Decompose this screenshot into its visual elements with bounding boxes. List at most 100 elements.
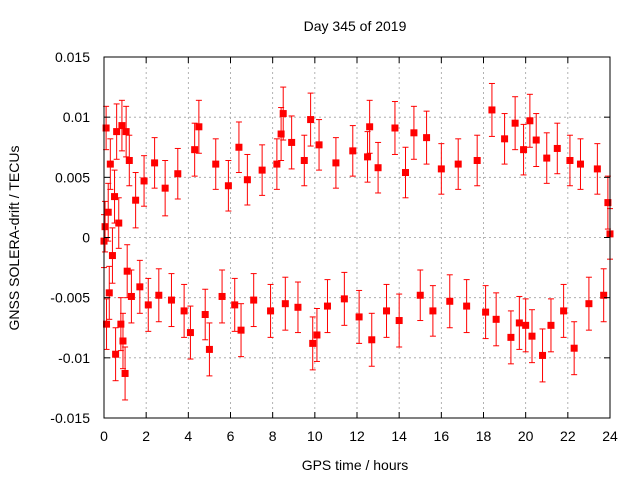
x-tick-label: 12 xyxy=(349,428,365,444)
data-point xyxy=(140,177,148,185)
data-point xyxy=(117,320,125,328)
data-point xyxy=(482,308,490,316)
data-point xyxy=(111,193,119,201)
data-point xyxy=(543,154,551,162)
data-point xyxy=(237,326,245,334)
data-point xyxy=(416,291,424,299)
data-point xyxy=(105,289,113,297)
data-point xyxy=(161,184,169,192)
data-point xyxy=(423,134,431,142)
data-point xyxy=(235,143,243,151)
data-point xyxy=(553,144,561,152)
data-point xyxy=(243,176,251,184)
data-point xyxy=(501,135,509,143)
data-point xyxy=(585,300,593,308)
y-tick-label: -0.015 xyxy=(50,410,90,426)
data-point xyxy=(429,307,437,315)
data-point xyxy=(186,329,194,337)
y-axis-label: GNSS SOLERA-drift / TECUs xyxy=(6,146,22,331)
data-point xyxy=(600,291,608,299)
data-point xyxy=(315,141,323,149)
data-point xyxy=(355,313,363,321)
data-point xyxy=(258,166,266,174)
data-point xyxy=(277,130,285,138)
data-point xyxy=(151,159,159,167)
x-tick-label: 16 xyxy=(434,428,450,444)
data-point xyxy=(103,320,111,328)
data-point xyxy=(231,301,239,309)
y-tick-label: 0.01 xyxy=(63,109,90,125)
data-point xyxy=(118,122,126,130)
data-point xyxy=(136,283,144,291)
data-point xyxy=(374,164,382,172)
data-point xyxy=(122,128,130,136)
data-point xyxy=(340,295,348,303)
data-point xyxy=(570,344,578,352)
series xyxy=(100,82,614,401)
data-point xyxy=(195,123,203,131)
data-point xyxy=(119,337,127,345)
y-tick-label: 0 xyxy=(82,230,90,246)
x-tick-label: 24 xyxy=(602,428,618,444)
data-point xyxy=(155,291,163,299)
data-point xyxy=(547,321,555,329)
data-point xyxy=(180,307,188,315)
data-point xyxy=(212,160,220,168)
x-tick-label: 2 xyxy=(142,428,150,444)
data-point xyxy=(566,156,574,164)
data-point xyxy=(307,116,315,124)
data-point xyxy=(281,300,289,308)
x-tick-label: 10 xyxy=(307,428,323,444)
x-tick-label: 22 xyxy=(560,428,576,444)
data-point xyxy=(560,307,568,315)
data-point xyxy=(473,156,481,164)
data-point xyxy=(113,128,121,136)
data-point xyxy=(112,350,120,358)
data-point xyxy=(410,129,418,137)
data-point xyxy=(395,317,403,325)
data-point xyxy=(368,336,376,344)
data-point xyxy=(127,292,135,300)
data-point xyxy=(218,292,226,300)
data-point xyxy=(121,369,129,377)
x-tick-label: 20 xyxy=(518,428,534,444)
data-point xyxy=(391,124,399,132)
data-point xyxy=(144,301,152,309)
data-point xyxy=(349,147,357,155)
data-point xyxy=(492,315,500,323)
data-point xyxy=(279,110,287,118)
data-point xyxy=(332,159,340,167)
y-tick-label: -0.005 xyxy=(50,290,90,306)
data-point xyxy=(108,252,116,260)
x-tick-label: 18 xyxy=(476,428,492,444)
data-point xyxy=(101,223,109,231)
data-point xyxy=(294,303,302,311)
data-series xyxy=(100,82,614,401)
data-point xyxy=(123,267,131,275)
data-point xyxy=(201,311,209,319)
data-point xyxy=(401,169,409,177)
data-point xyxy=(205,345,213,353)
y-tick-label: 0.005 xyxy=(55,169,90,185)
data-point xyxy=(507,333,515,341)
data-point xyxy=(515,319,523,327)
data-point xyxy=(115,219,123,227)
axis-ticks: 0 2 4 6 8 10 12 14 16 18 20 22 24-0.015-0.01-0.00500… xyxy=(50,49,618,444)
data-point xyxy=(288,138,296,146)
data-point xyxy=(309,339,317,347)
data-point xyxy=(520,146,528,154)
data-point xyxy=(576,160,584,168)
grid xyxy=(104,57,610,418)
data-point xyxy=(526,117,534,125)
chart-title: Day 345 of 2019 xyxy=(304,18,407,34)
data-point xyxy=(454,160,462,168)
data-point xyxy=(437,165,445,173)
data-point xyxy=(191,146,199,154)
data-point xyxy=(125,156,133,164)
data-point xyxy=(528,332,536,340)
data-point xyxy=(522,321,530,329)
data-point xyxy=(106,160,114,168)
data-point xyxy=(300,156,308,164)
data-point xyxy=(267,307,275,315)
